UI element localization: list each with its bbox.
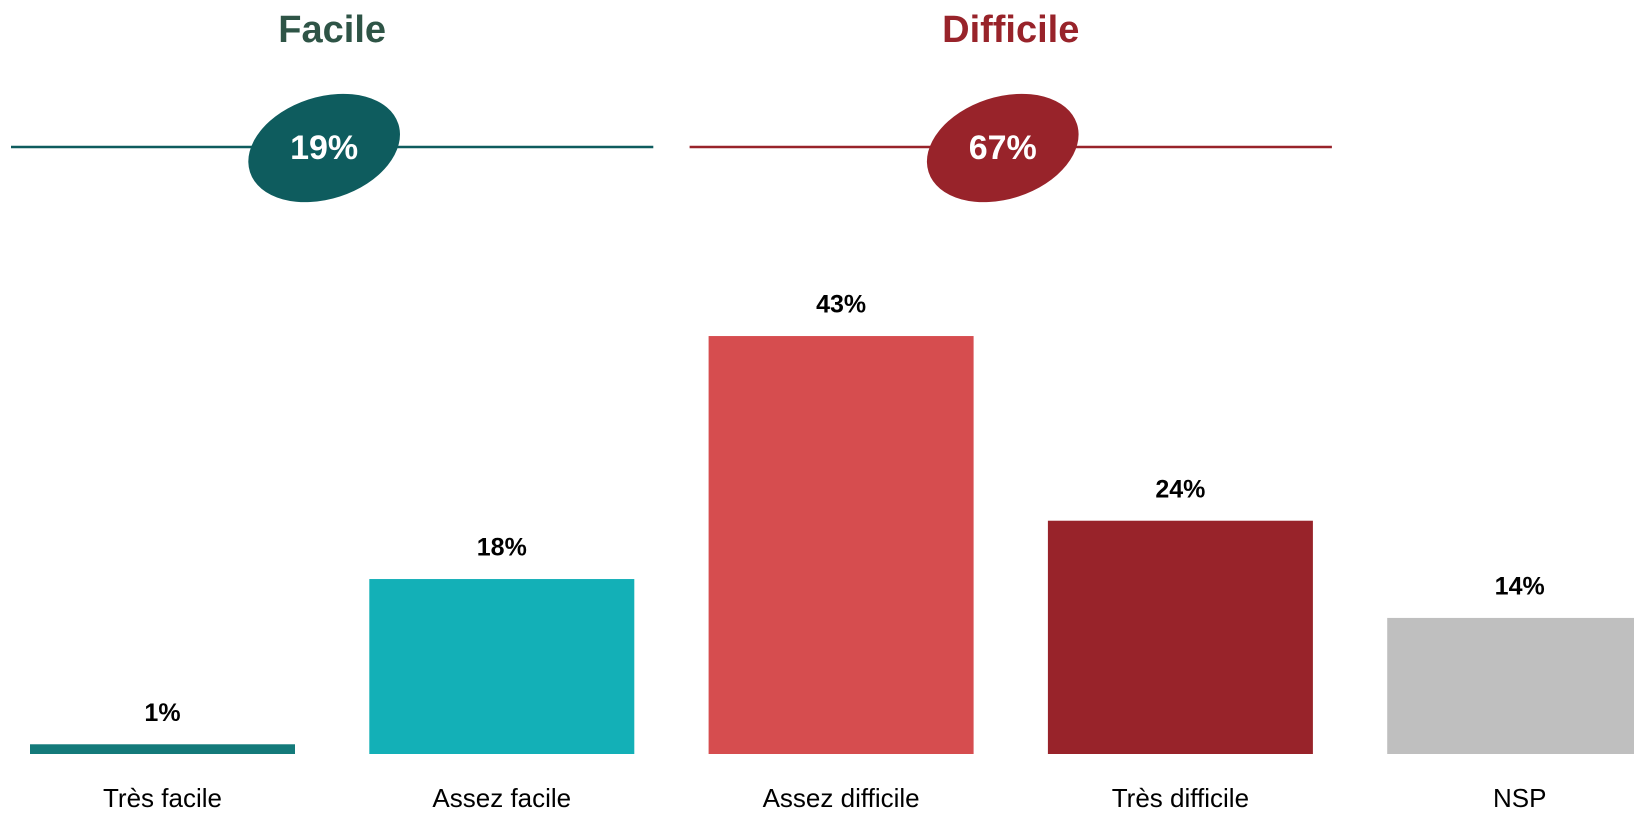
group-total-label: 67%: [969, 129, 1037, 167]
group-title: Difficile: [942, 9, 1079, 51]
bar: [1387, 617, 1634, 754]
value-label: 14%: [1495, 573, 1545, 601]
group-total-badge: [926, 93, 1079, 203]
group-total-badge: [248, 93, 400, 203]
value-label: 18%: [477, 534, 527, 562]
bar: [1047, 520, 1313, 754]
category-label: Assez facile: [432, 783, 571, 813]
group-title: Facile: [278, 9, 386, 51]
value-label: 1%: [144, 699, 180, 727]
bar: [369, 579, 635, 754]
category-label: Très facile: [103, 783, 222, 813]
value-label: 43%: [816, 291, 866, 319]
category-label: Très difficile: [1112, 783, 1249, 813]
bar: [708, 336, 974, 754]
group-total-label: 19%: [290, 129, 358, 167]
bar: [30, 744, 295, 754]
category-label: Assez difficile: [763, 783, 920, 813]
value-label: 24%: [1155, 475, 1205, 503]
category-label: NSP: [1493, 783, 1546, 813]
